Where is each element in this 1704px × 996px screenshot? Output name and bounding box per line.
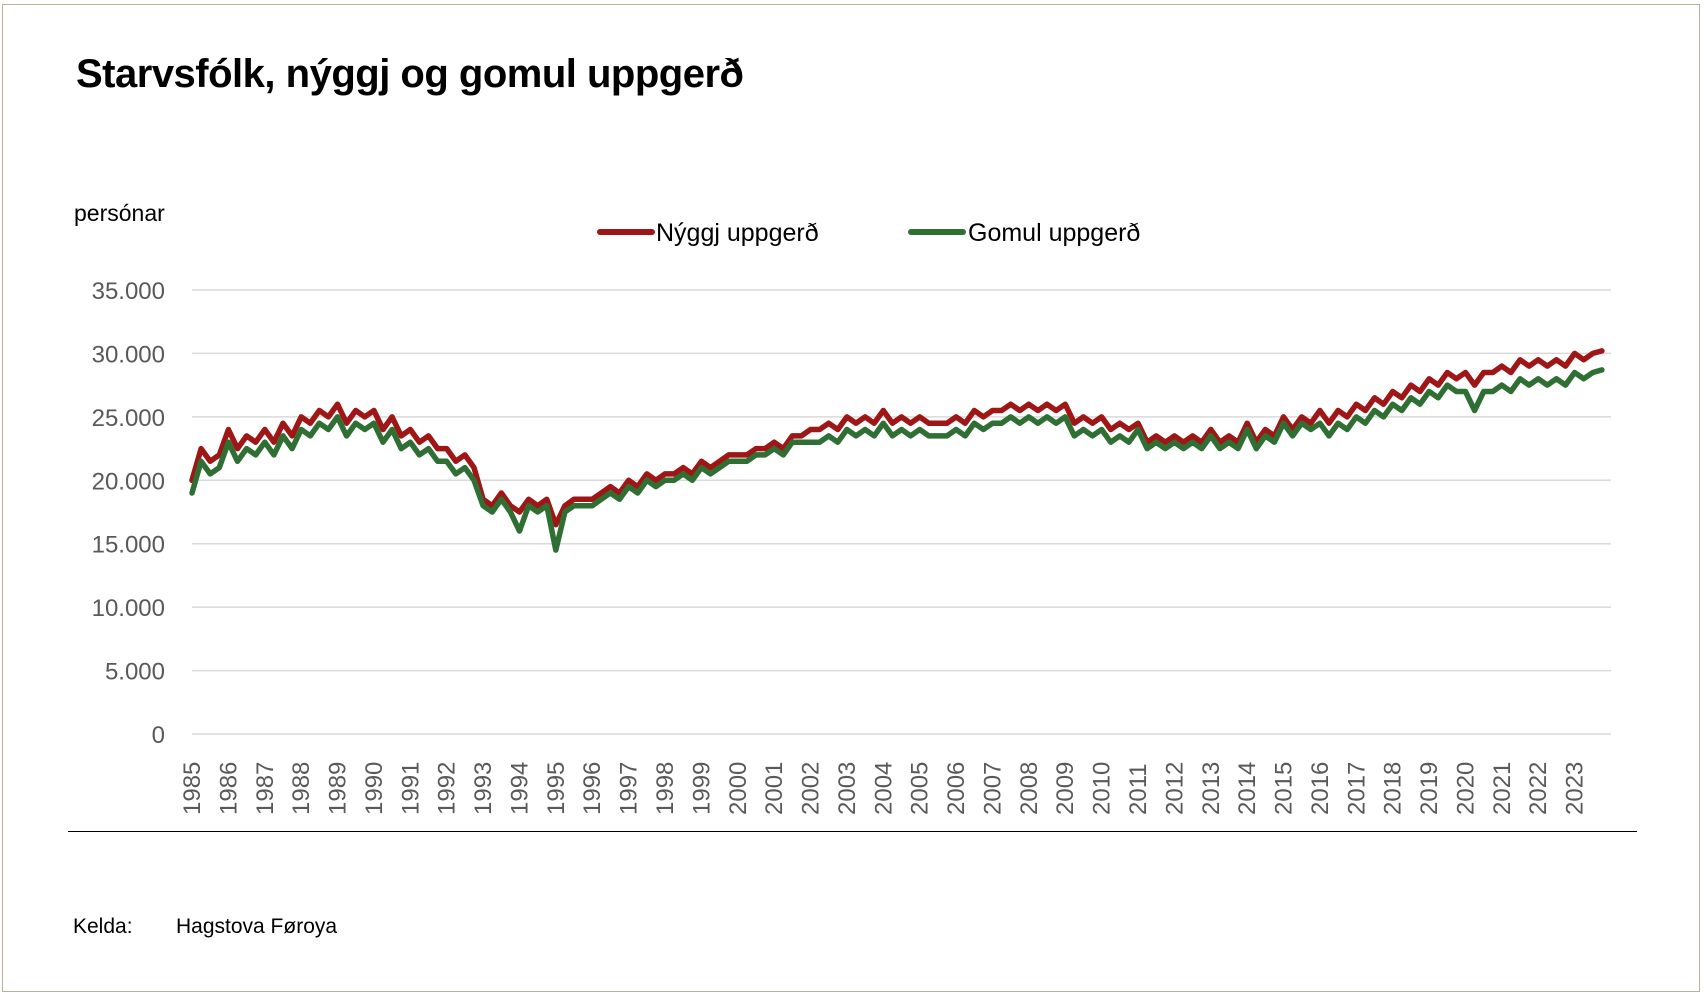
y-tick-label: 35.000	[92, 278, 165, 305]
x-tick-label: 2016	[1307, 762, 1334, 815]
x-tick-label: 2021	[1489, 762, 1516, 815]
y-tick-label: 0	[152, 722, 165, 749]
x-axis-ticks: 1985 1986 1987 1988 1989 1990 1991 1992 1993 1994…	[179, 762, 1589, 815]
x-tick-label: 1994	[506, 762, 533, 815]
x-tick-label: 2007	[979, 762, 1006, 815]
series-lines	[189, 348, 1605, 553]
y-tick-label: 10.000	[92, 595, 165, 622]
x-tick-label: 1985	[179, 762, 206, 815]
x-tick-label: 1996	[579, 762, 606, 815]
y-axis-ticks: 0 5.000 10.000 15.000 20.000 25.000 30.000 35.0…	[92, 278, 165, 749]
legend-label-old: Gomul uppgerð	[968, 219, 1140, 247]
x-tick-label: 1986	[215, 762, 242, 815]
x-tick-label: 1999	[688, 762, 715, 815]
y-tick-label: 30.000	[92, 341, 165, 368]
x-tick-label: 1991	[397, 762, 424, 815]
x-tick-label: 1995	[543, 762, 570, 815]
legend: Nýggj uppgerð Gomul uppgerð	[597, 219, 1140, 247]
gridlines	[192, 289, 1611, 735]
x-tick-label: 2019	[1416, 762, 1443, 815]
y-tick-label: 20.000	[92, 468, 165, 495]
x-tick-label: 1993	[470, 762, 497, 815]
source-value: Hagstova Føroya	[176, 915, 338, 938]
x-tick-label: 1989	[325, 762, 352, 815]
x-tick-label: 2003	[834, 762, 861, 815]
x-tick-label: 1990	[361, 762, 388, 815]
footer-divider	[68, 831, 1637, 832]
y-tick-label: 25.000	[92, 405, 165, 432]
x-tick-label: 2000	[725, 762, 752, 815]
x-tick-label: 2012	[1161, 762, 1188, 815]
x-tick-label: 2008	[1016, 762, 1043, 815]
x-tick-label: 1988	[288, 762, 315, 815]
source-label: Kelda:	[73, 915, 133, 938]
x-tick-label: 2013	[1198, 762, 1225, 815]
legend-label-new: Nýggj uppgerð	[656, 219, 819, 247]
x-tick-label: 2001	[761, 762, 788, 815]
x-tick-label: 2014	[1234, 762, 1261, 815]
x-tick-label: 2017	[1343, 762, 1370, 815]
chart-frame	[2, 4, 1700, 992]
x-tick-label: 2022	[1525, 762, 1552, 815]
x-tick-label: 1987	[252, 762, 279, 815]
x-tick-label: 2004	[870, 762, 897, 815]
x-tick-label: 2009	[1052, 762, 1079, 815]
series-line-new	[189, 348, 1605, 528]
y-tick-label: 5.000	[105, 659, 165, 686]
x-tick-label: 1992	[434, 762, 461, 815]
x-tick-label: 2023	[1562, 762, 1589, 815]
x-tick-label: 1998	[652, 762, 679, 815]
x-tick-label: 2011	[1125, 763, 1152, 815]
series-line-old	[189, 367, 1605, 553]
x-tick-label: 2005	[907, 762, 934, 815]
x-tick-label: 1997	[616, 762, 643, 815]
chart-title: Starvsfólk, nýggj og gomul uppgerð	[76, 52, 744, 96]
x-tick-label: 2010	[1089, 762, 1116, 815]
x-tick-label: 2018	[1380, 762, 1407, 815]
x-tick-label: 2006	[943, 762, 970, 815]
x-tick-label: 2020	[1452, 762, 1479, 815]
y-axis-unit-label: persónar	[74, 200, 165, 226]
x-tick-label: 2015	[1271, 762, 1298, 815]
y-tick-label: 15.000	[92, 532, 165, 559]
x-tick-label: 2002	[798, 762, 825, 815]
